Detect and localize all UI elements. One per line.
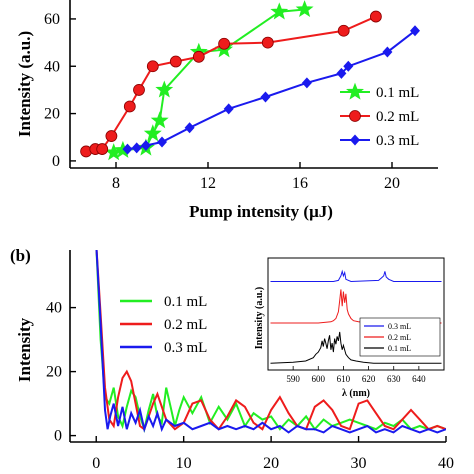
bottom-series: [95, 250, 446, 434]
top-data-point: [105, 130, 118, 142]
bottom-y-tick-label: 40: [46, 300, 62, 317]
top-data-point: [369, 10, 382, 23]
inset-x-tick-label: 630: [387, 374, 401, 384]
top-series-0.3-mL: [122, 25, 420, 155]
top-ticks: 8 12 16 20 0 20 40 60: [44, 11, 400, 192]
top-x-tick-label: 8: [112, 175, 120, 192]
top-data-point: [155, 80, 174, 98]
top-legend-marker: [349, 110, 361, 122]
top-x-tick-label: 20: [384, 175, 400, 192]
bottom-legend: 0.1 mL 0.2 mL 0.3 mL: [120, 294, 207, 356]
top-data-point: [157, 136, 167, 148]
top-data-point: [343, 60, 354, 72]
top-x-axis-label: Pump intensity (μJ): [189, 202, 333, 221]
inset-x-tick-label: 640: [412, 374, 426, 384]
top-y-tick-label: 0: [52, 153, 60, 170]
top-data-point: [140, 140, 151, 152]
top-series-line: [113, 8, 305, 154]
bottom-legend-label: 0.1 mL: [164, 294, 207, 310]
top-data-point: [223, 103, 234, 115]
bottom-x-tick-label: 10: [176, 455, 192, 472]
inset-series-0.2-mL: [270, 289, 442, 324]
inset-spectrum: 590 600 610 620 630 640 λ (nm) Intensity (a.u…: [254, 257, 445, 399]
top-series-0.2-mL: [80, 10, 382, 158]
top-data-point: [260, 91, 271, 103]
bottom-legend-label: 0.3 mL: [164, 340, 207, 356]
top-data-point: [382, 46, 393, 58]
top-data-point: [169, 55, 182, 68]
bottom-x-tick-label: 0: [92, 455, 100, 472]
panel-label-b: (b): [10, 246, 31, 265]
inset-x-tick-label: 590: [286, 374, 300, 384]
bottom-x-tick-label: 30: [351, 455, 367, 472]
top-data-point: [122, 143, 133, 155]
top-series-0.1-mL: [104, 0, 314, 161]
top-x-tick-label: 16: [292, 175, 308, 192]
bottom-y-axis-label: Intensity: [15, 317, 34, 382]
top-series-line: [127, 30, 416, 151]
inset-legend-label: 0.3 mL: [388, 322, 411, 331]
bottom-x-tick-label: 40: [438, 455, 454, 472]
inset-x-tick-label: 600: [312, 374, 326, 384]
top-data-point: [337, 24, 350, 37]
top-y-tick-label: 60: [44, 11, 60, 28]
top-y-tick-label: 40: [44, 58, 60, 75]
bottom-legend-label: 0.2 mL: [164, 317, 207, 333]
bottom-panel: (b) 0 10 20 30 40 0 20 40 Intensity 0.1 mL 0.2 m…: [10, 246, 454, 472]
top-y-tick-label: 20: [44, 106, 60, 123]
bottom-y-tick-label: 0: [54, 428, 62, 445]
inset-x-tick-label: 620: [362, 374, 376, 384]
top-data-point: [123, 100, 136, 113]
top-data-point: [104, 143, 123, 161]
top-data-point: [150, 111, 169, 129]
bottom-y-tick-label: 20: [46, 364, 62, 381]
top-data-point: [336, 67, 347, 79]
top-data-point: [261, 36, 274, 49]
top-data-point: [96, 143, 109, 155]
bottom-series-0.3-mL: [95, 250, 446, 434]
inset-legend-label: 0.1 mL: [388, 344, 411, 353]
inset-x-axis-label: λ (nm): [342, 388, 370, 399]
bottom-ticks: 0 10 20 30 40 0 20 40: [46, 300, 454, 472]
top-data-point: [295, 0, 314, 18]
top-data-point: [146, 60, 159, 73]
bottom-x-tick-label: 20: [263, 455, 279, 472]
top-series-line: [85, 15, 377, 153]
top-data-point: [131, 142, 142, 154]
inset-series: [270, 269, 442, 364]
inset-legend: 0.3 mL 0.2 mL 0.1 mL: [359, 317, 441, 357]
top-legend-label: 0.2 mL: [376, 109, 419, 125]
inset-series-0.1-mL: [270, 331, 442, 364]
inset-x-tick-label: 610: [337, 374, 351, 384]
top-legend: 0.1 mL 0.2 mL 0.3 mL: [340, 82, 419, 149]
top-data-point: [143, 124, 162, 142]
inset-ticks: 590 600 610 620 630 640: [286, 366, 426, 384]
top-data-point: [192, 50, 205, 63]
top-legend-label: 0.3 mL: [376, 133, 419, 149]
inset-series-0.3-mL: [270, 269, 442, 283]
top-legend-marker: [350, 134, 360, 146]
inset-legend-label: 0.2 mL: [388, 333, 411, 342]
inset-y-axis-label: Intensity (a.u.): [254, 287, 265, 350]
top-legend-marker: [346, 82, 364, 100]
top-data-point: [133, 84, 145, 96]
top-data-point: [218, 37, 231, 50]
top-x-tick-label: 12: [200, 175, 216, 192]
top-data-point: [184, 122, 195, 134]
top-legend-label: 0.1 mL: [376, 85, 419, 101]
top-data-point: [301, 77, 312, 89]
bottom-series-0.2-mL: [95, 250, 446, 431]
top-y-axis-label: Intensity (a.u.): [15, 31, 34, 137]
top-data-point: [270, 2, 289, 20]
top-series: [80, 0, 420, 161]
top-data-point: [410, 25, 420, 37]
top-panel: 8 12 16 20 0 20 40 60 Pump intensity (μJ) Inten…: [15, 0, 438, 221]
